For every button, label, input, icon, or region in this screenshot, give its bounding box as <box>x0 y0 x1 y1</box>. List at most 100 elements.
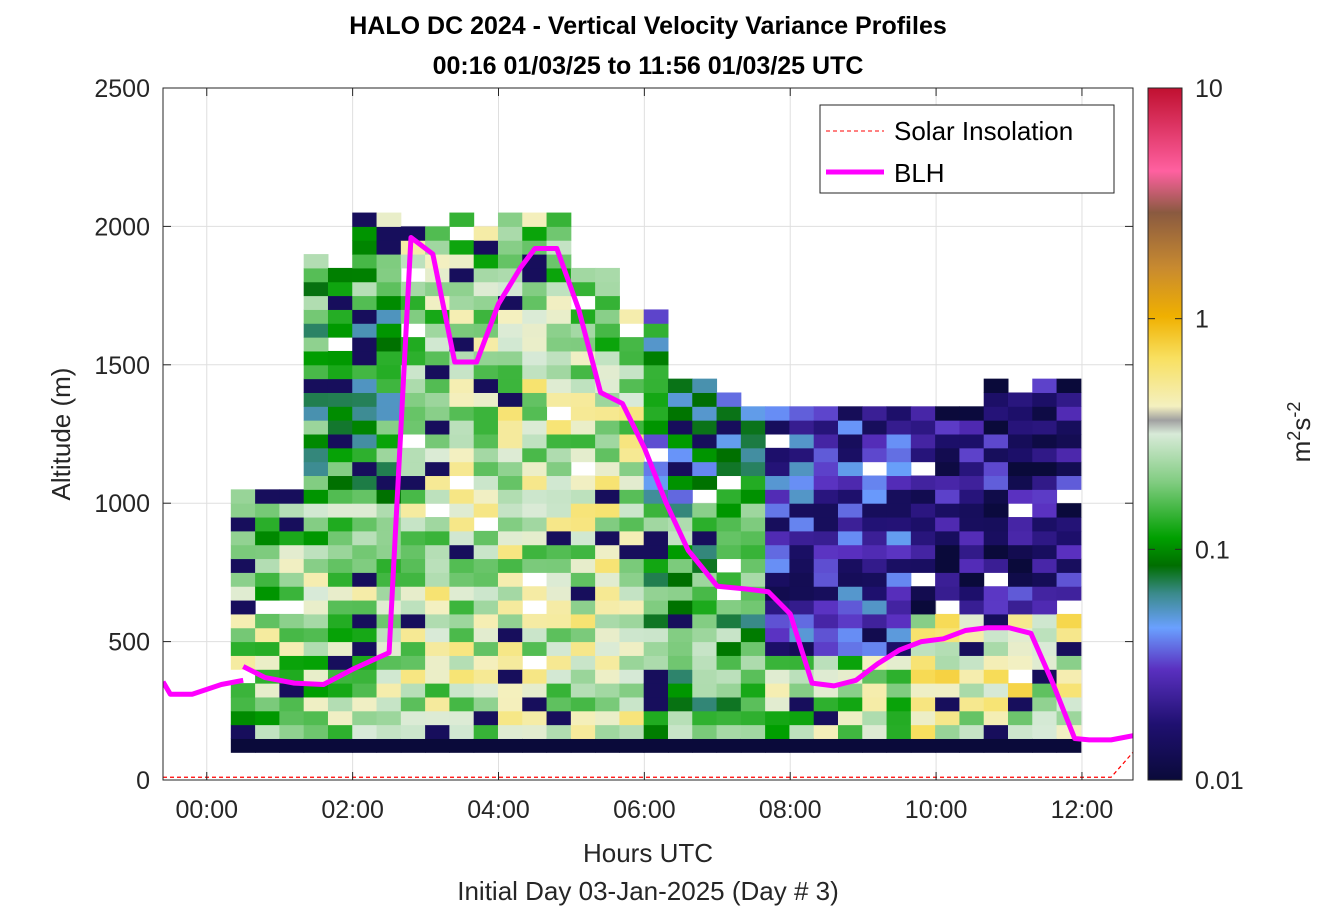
heatmap-cell <box>546 600 572 615</box>
heatmap-cell <box>813 420 839 435</box>
heatmap-cell <box>983 489 1009 504</box>
heatmap-cell <box>425 641 450 656</box>
heatmap-cell <box>643 696 669 712</box>
heatmap-cell <box>765 627 790 643</box>
heatmap-cell <box>643 434 669 449</box>
heatmap-cell <box>400 503 426 518</box>
heatmap-cell <box>983 517 1009 532</box>
heatmap-cell <box>1032 696 1058 712</box>
heatmap-cell <box>327 724 353 739</box>
heatmap-cell <box>522 641 548 656</box>
heatmap-cell <box>352 613 378 629</box>
heatmap-cell <box>425 572 450 587</box>
heatmap-cell <box>546 212 572 227</box>
heatmap-cell <box>522 530 548 546</box>
heatmap-cell <box>449 530 475 546</box>
heatmap-cell <box>327 558 353 573</box>
x-axis-label: Hours UTC <box>583 838 713 868</box>
heatmap-cell <box>497 724 523 739</box>
heatmap-cell <box>546 295 572 310</box>
heatmap-cell <box>740 558 766 573</box>
heatmap-cell <box>765 613 790 629</box>
heatmap-cell <box>327 378 353 393</box>
heatmap-cell <box>230 627 256 643</box>
heatmap-cell <box>837 489 863 504</box>
heatmap-cell <box>425 724 450 739</box>
heatmap-cell <box>716 461 742 477</box>
heatmap-cell <box>570 447 596 463</box>
heatmap-cell <box>522 281 548 297</box>
heatmap-cell <box>716 724 742 739</box>
heatmap-cell <box>983 475 1009 490</box>
heatmap-cell <box>910 489 936 504</box>
heatmap-cell <box>376 683 402 698</box>
heatmap-cell <box>473 226 499 241</box>
heatmap-cell <box>376 212 402 227</box>
heatmap-cell <box>303 434 329 449</box>
heatmap-cell <box>473 544 499 560</box>
heatmap-cell <box>230 544 256 560</box>
heatmap-cell <box>886 586 912 601</box>
heatmap-cell <box>376 558 402 573</box>
heatmap-cell <box>303 544 329 560</box>
heatmap-cell <box>376 447 402 463</box>
heatmap-cell <box>473 420 499 435</box>
heatmap-cell <box>692 420 718 435</box>
heatmap-cell <box>327 613 353 629</box>
heatmap-cell <box>522 586 548 601</box>
heatmap-cell <box>643 392 669 407</box>
heatmap-cell <box>497 337 523 352</box>
heatmap-cell <box>983 530 1009 546</box>
heatmap-cell <box>546 627 572 643</box>
heatmap-cell <box>546 724 572 739</box>
legend-box <box>819 104 1115 194</box>
heatmap-cell <box>279 558 305 573</box>
heatmap-cell <box>813 544 839 560</box>
heatmap-cell <box>595 447 620 463</box>
heatmap-cell <box>376 226 402 241</box>
heatmap-cell <box>473 364 499 380</box>
heatmap-cell <box>522 337 548 352</box>
heatmap-cell <box>1056 392 1082 407</box>
heatmap-cell <box>400 669 426 684</box>
heatmap-cell <box>449 696 475 712</box>
heatmap-cell <box>886 475 912 490</box>
heatmap-cell <box>376 600 402 615</box>
heatmap-cell <box>303 530 329 546</box>
heatmap-cell <box>740 600 766 615</box>
heatmap-cell <box>983 544 1009 560</box>
heatmap-cell <box>449 378 475 393</box>
heatmap-cell <box>862 489 888 504</box>
heatmap-cell <box>813 696 839 712</box>
heatmap-cell <box>716 613 742 629</box>
heatmap-cell <box>473 696 499 712</box>
heatmap-cell <box>303 323 329 338</box>
heatmap-cell <box>1056 655 1082 670</box>
heatmap-cell <box>813 434 839 449</box>
heatmap-cell <box>619 613 645 629</box>
heatmap-cell <box>279 710 305 726</box>
heatmap-cell <box>400 683 426 698</box>
heatmap-cell <box>255 627 280 643</box>
heatmap-cell <box>959 724 985 739</box>
heatmap-cell <box>1007 600 1033 615</box>
heatmap-cell <box>352 447 378 463</box>
heatmap-cell <box>983 447 1009 463</box>
heatmap-cell <box>473 572 499 587</box>
heatmap-cell <box>522 447 548 463</box>
heatmap-cell <box>619 627 645 643</box>
heatmap-cell <box>667 406 693 421</box>
heatmap-cell <box>255 641 280 656</box>
heatmap-cell <box>813 530 839 546</box>
heatmap-cell <box>716 434 742 449</box>
heatmap-cell <box>692 461 718 477</box>
heatmap-cell <box>935 669 960 684</box>
heatmap-cell <box>740 517 766 532</box>
heatmap-cell <box>352 600 378 615</box>
heatmap-cell <box>910 724 936 739</box>
heatmap-cell <box>1056 447 1082 463</box>
heatmap-cell <box>279 627 305 643</box>
heatmap-cell <box>619 530 645 546</box>
heatmap-cell <box>740 724 766 739</box>
heatmap-cell <box>497 392 523 407</box>
